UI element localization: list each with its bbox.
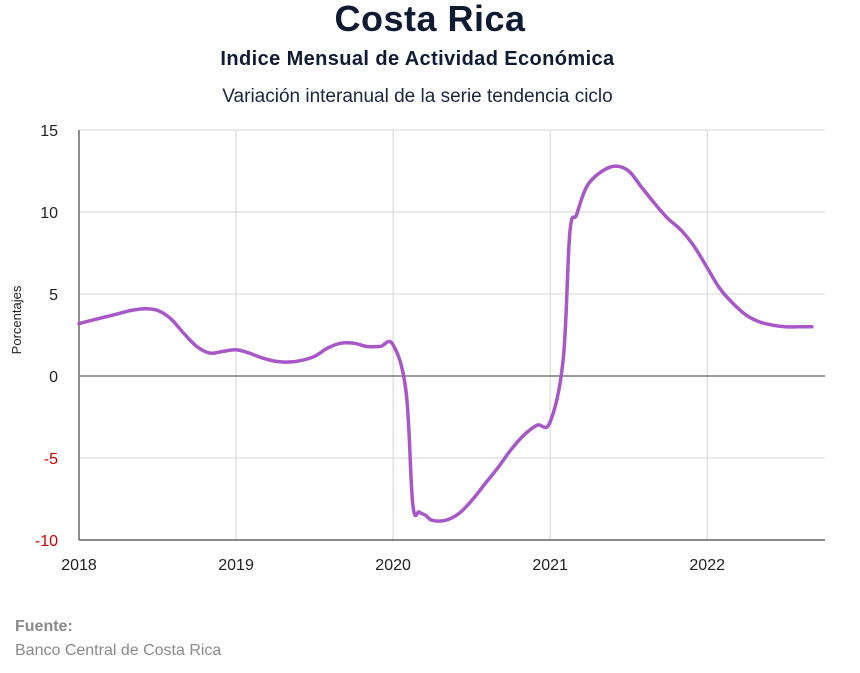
y-tick-label: 0 <box>49 369 58 386</box>
source-label: Fuente: <box>15 618 73 635</box>
chart-subtitle-2: Variación interanual de la serie tendenc… <box>222 86 613 107</box>
y-axis-label: Porcentajes <box>9 285 24 354</box>
y-tick-label: -5 <box>44 451 58 468</box>
y-tick-label: 15 <box>40 123 58 140</box>
y-tick-label: -10 <box>35 533 58 550</box>
x-tick-label: 2020 <box>375 557 411 574</box>
x-tick-label: 2022 <box>689 557 725 574</box>
chart-title: Costa Rica <box>334 0 526 39</box>
series-line <box>77 164 814 523</box>
x-tick-label: 2018 <box>61 557 97 574</box>
x-tick-label: 2021 <box>532 557 568 574</box>
source-value: Banco Central de Costa Rica <box>15 642 222 659</box>
chart-subtitle: Indice Mensual de Actividad Económica <box>220 48 615 70</box>
y-tick-label: 5 <box>49 287 58 304</box>
y-tick-label: 10 <box>40 205 58 222</box>
x-tick-label: 2019 <box>218 557 254 574</box>
